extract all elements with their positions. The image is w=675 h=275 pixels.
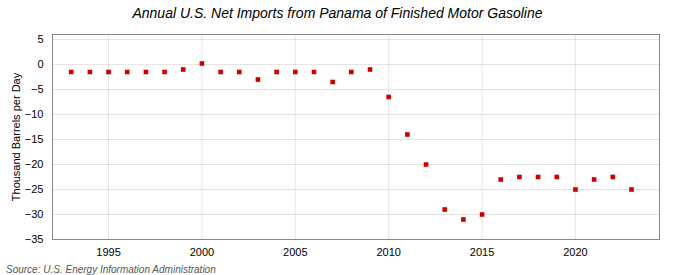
svg-text:2000: 2000 — [190, 246, 214, 258]
html-text:Source: U.S. Energy Informatio: Source: U.S. Energy Information Administ… — [6, 264, 216, 275]
svg-text:−35: −35 — [25, 233, 44, 245]
svg-text:2020: 2020 — [563, 246, 587, 258]
svg-text:−15: −15 — [25, 133, 44, 145]
svg-text:0: 0 — [37, 58, 43, 70]
svg-text:−5: −5 — [31, 83, 44, 95]
svg-text:2015: 2015 — [470, 246, 494, 258]
svg-text:−25: −25 — [25, 183, 44, 195]
svg-text:−30: −30 — [25, 208, 44, 220]
svg-text:1995: 1995 — [96, 246, 120, 258]
svg-text:Thousand Barrels per Day: Thousand Barrels per Day — [10, 72, 22, 201]
svg-text:2005: 2005 — [283, 246, 307, 258]
svg-text:−20: −20 — [25, 158, 44, 170]
svg-text:2010: 2010 — [376, 246, 400, 258]
svg-text:−10: −10 — [25, 108, 44, 120]
svg-text:5: 5 — [37, 33, 43, 45]
html-text:Annual U.S. Net Imports from P: Annual U.S. Net Imports from Panama of F… — [132, 5, 543, 21]
